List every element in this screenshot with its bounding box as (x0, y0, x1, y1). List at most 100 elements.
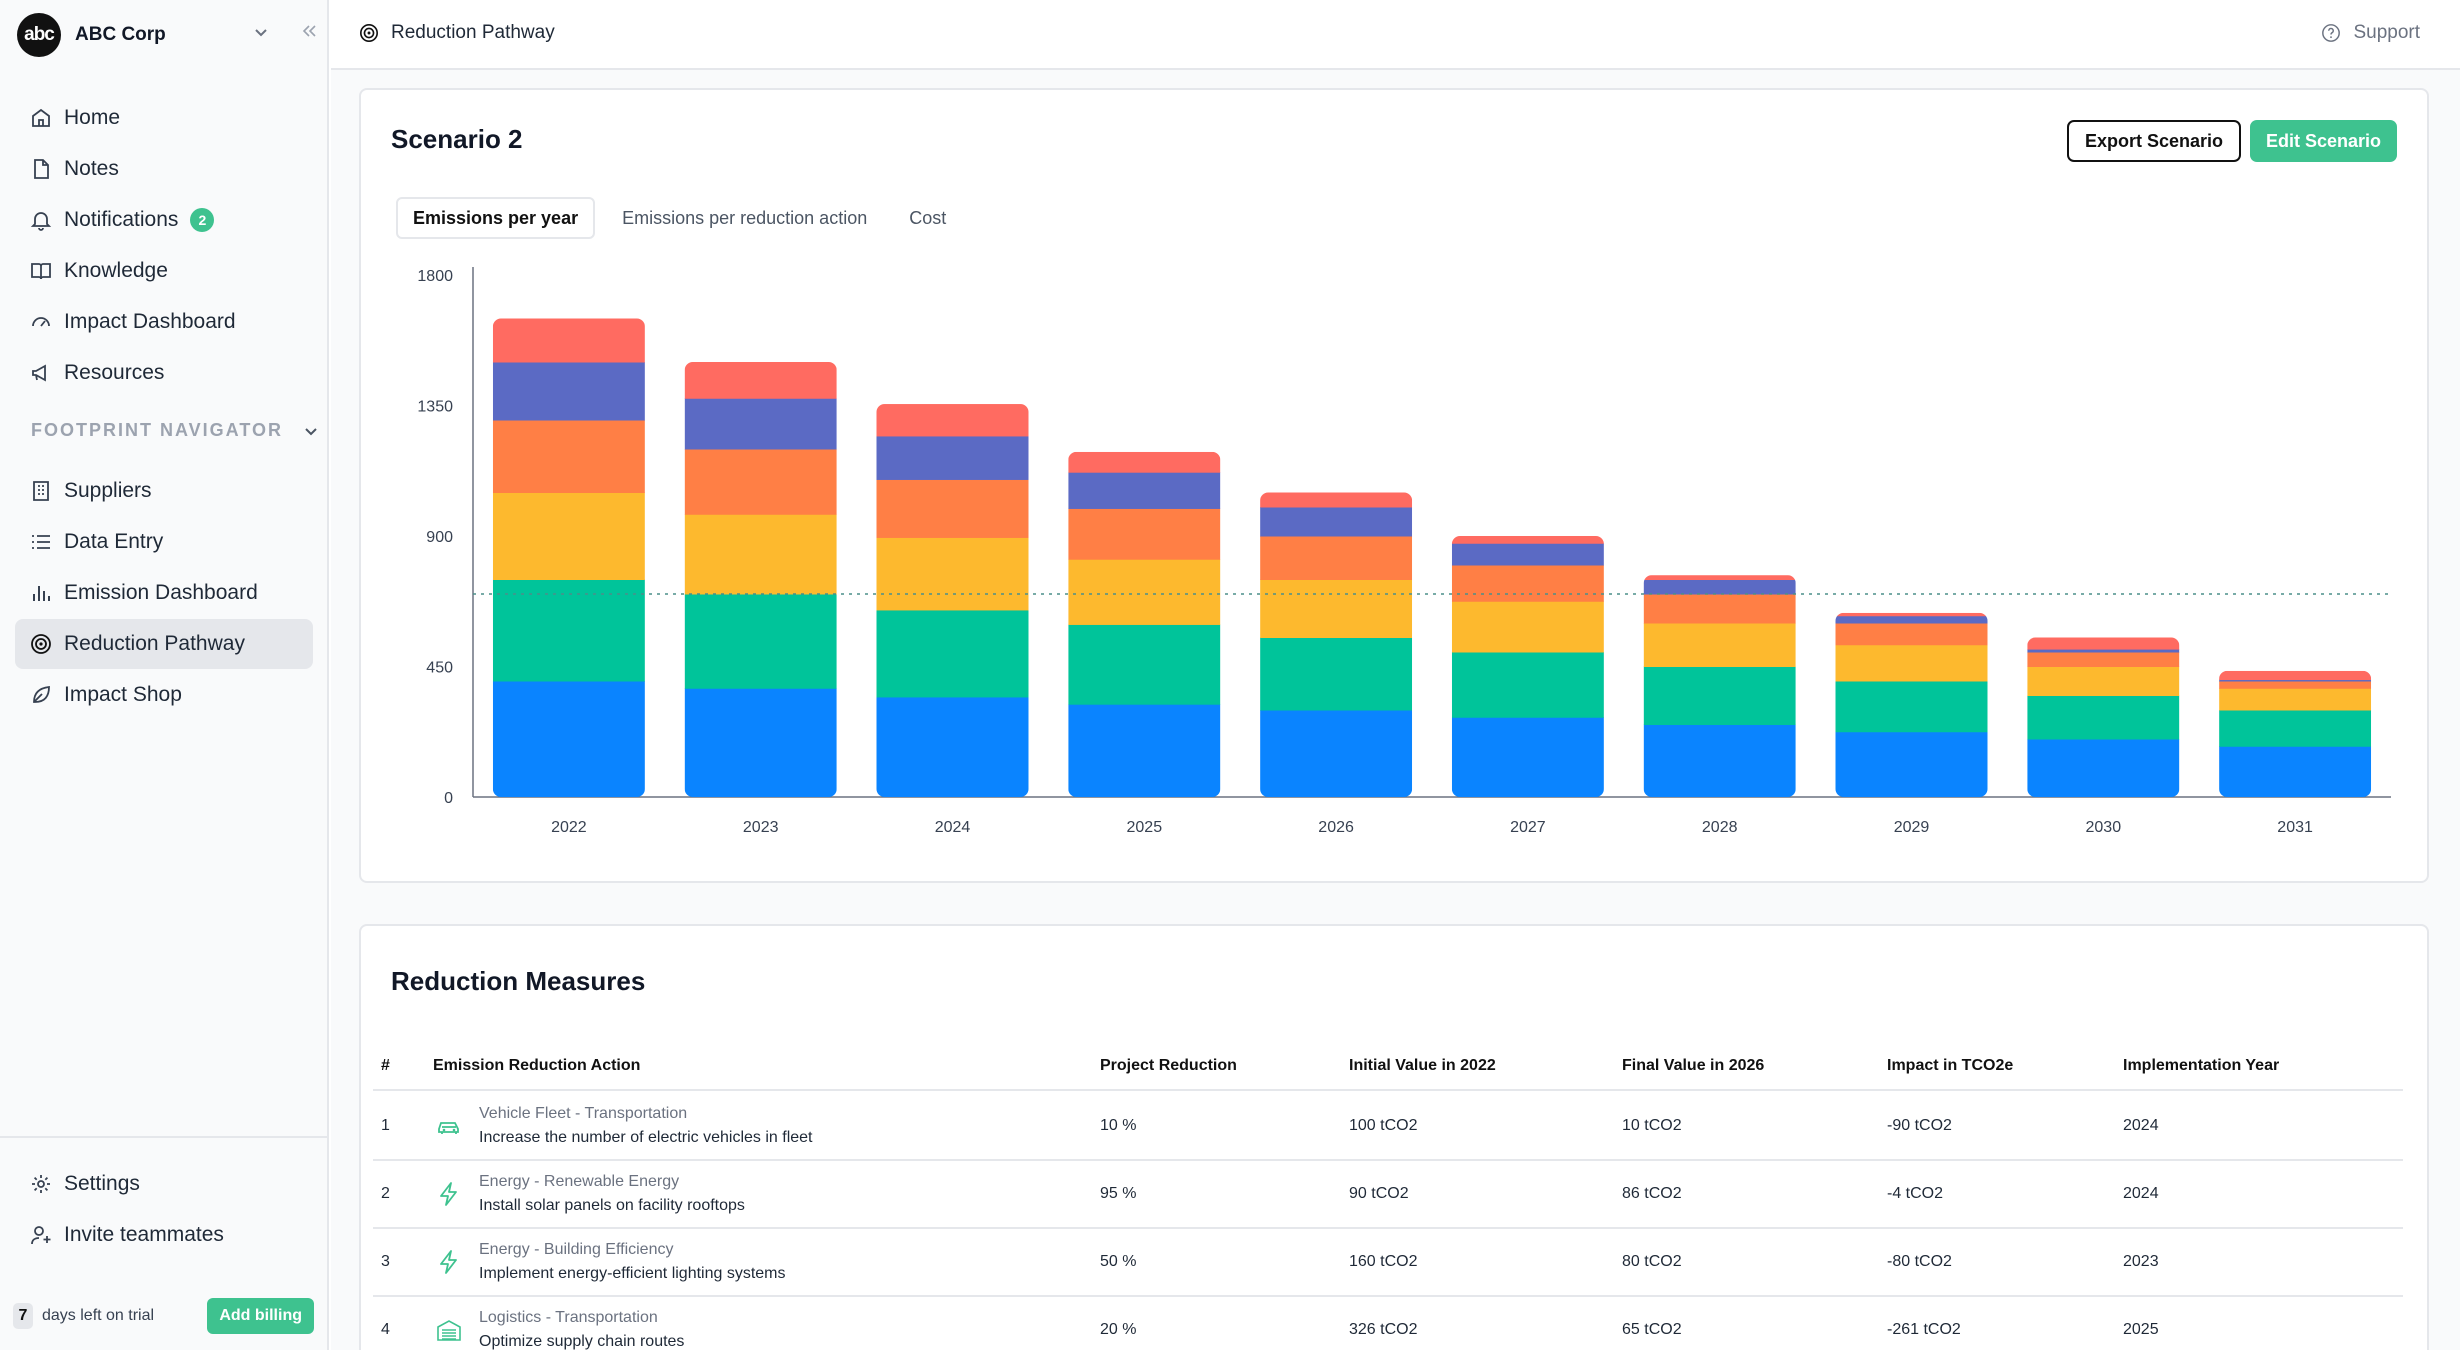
bar-segment[interactable] (1643, 623, 1796, 667)
bar-segment[interactable] (1451, 717, 1604, 797)
bar-segment[interactable] (1451, 601, 1604, 653)
row-number: 4 (381, 1321, 390, 1338)
bar-segment[interactable] (684, 398, 837, 450)
tab-cost[interactable]: Cost (909, 207, 947, 228)
bar-segment[interactable] (2027, 649, 2180, 653)
nav-impact-shop[interactable]: Impact Shop (15, 670, 313, 720)
bar-segment[interactable] (1260, 507, 1413, 537)
nav-reduction-pathway[interactable]: Reduction Pathway (15, 619, 313, 669)
bar-segment[interactable] (876, 696, 1029, 798)
bar-segment[interactable] (684, 362, 837, 399)
bar-segment[interactable] (2027, 652, 2180, 667)
support-link[interactable]: Support (2321, 22, 2420, 44)
bar-segment[interactable] (2027, 666, 2180, 697)
bar-segment[interactable] (1835, 644, 1988, 682)
add-billing-button[interactable]: Add billing (207, 1298, 314, 1334)
bar-segment[interactable] (684, 449, 837, 515)
bar-segment[interactable] (1835, 681, 1988, 733)
bar-segment[interactable] (492, 362, 645, 421)
tab-emissions-per-reduction-action[interactable]: Emissions per reduction action (622, 207, 868, 228)
bar-stack[interactable] (1260, 492, 1413, 798)
bar-stack[interactable] (1643, 575, 1796, 798)
bar-segment[interactable] (2027, 637, 2180, 650)
nav-knowledge[interactable]: Knowledge (15, 246, 313, 296)
bar-segment[interactable] (684, 688, 837, 797)
bar-segment[interactable] (1451, 536, 1604, 544)
bar-segment[interactable] (1451, 543, 1604, 566)
footprint-navigator-section[interactable]: FOOTPRINT NAVIGATOR (31, 420, 319, 441)
bar-segment[interactable] (492, 579, 645, 682)
bar-segment[interactable] (876, 404, 1029, 437)
nav-settings[interactable]: Settings (15, 1159, 313, 1209)
bar-segment[interactable] (1835, 623, 1988, 646)
export-scenario-button[interactable]: Export Scenario (2066, 120, 2241, 162)
bar-segment[interactable] (2219, 688, 2372, 711)
bar-stack[interactable] (684, 362, 837, 798)
bar-segment[interactable] (2219, 710, 2372, 747)
bar-segment[interactable] (492, 681, 645, 798)
bar-segment[interactable] (684, 594, 837, 689)
bar-segment[interactable] (876, 479, 1029, 538)
table-row[interactable]: 4 Logistics - Transportation Optimize supp… (373, 1297, 2403, 1350)
nav-impact-dashboard[interactable]: Impact Dashboard (15, 297, 313, 347)
table-row[interactable]: 3 Energy - Building Efficiency Implement e… (373, 1229, 2403, 1297)
nav-suppliers[interactable]: Suppliers (15, 466, 313, 516)
table-row[interactable]: 2 Energy - Renewable Energy Install solar … (373, 1161, 2403, 1229)
bar-stack[interactable] (1835, 612, 1988, 798)
bar-segment[interactable] (1260, 536, 1413, 580)
bar-segment[interactable] (1068, 472, 1221, 509)
bar-segment[interactable] (1068, 451, 1221, 473)
bar-segment[interactable] (1643, 594, 1796, 624)
bar-segment[interactable] (2219, 679, 2372, 682)
tab-emissions-per-year[interactable]: Emissions per year (396, 197, 596, 239)
bar-segment[interactable] (1451, 565, 1604, 602)
bar-segment[interactable] (1260, 579, 1413, 639)
table-row[interactable]: 1 Vehicle Fleet - Transportation Increase … (373, 1093, 2403, 1161)
bar-segment[interactable] (2027, 739, 2180, 798)
bar-segment[interactable] (1068, 508, 1221, 560)
nav-invite-teammates[interactable]: Invite teammates (15, 1210, 313, 1260)
bar-segment[interactable] (1643, 724, 1796, 798)
bar-segment[interactable] (1451, 652, 1604, 718)
bar-segment[interactable] (1835, 612, 1988, 617)
nav-notifications[interactable]: Notifications 2 (15, 195, 313, 245)
bar-segment[interactable] (1068, 704, 1221, 797)
bar-segment[interactable] (684, 514, 837, 595)
bar-segment[interactable] (1068, 624, 1221, 705)
nav-emission-dashboard[interactable]: Emission Dashboard (15, 568, 313, 618)
bar-stack[interactable] (2027, 637, 2180, 798)
bar-segment[interactable] (876, 537, 1029, 611)
bar-stack[interactable] (2219, 670, 2372, 798)
bar-segment[interactable] (1068, 559, 1221, 625)
nav-resources[interactable]: Resources (15, 348, 313, 398)
bar-segment[interactable] (492, 318, 645, 363)
bar-stack[interactable] (492, 318, 645, 798)
bar-segment[interactable] (492, 492, 645, 581)
bar-segment[interactable] (1835, 615, 1988, 624)
nav-notes[interactable]: Notes (15, 144, 313, 194)
bar-segment[interactable] (2219, 681, 2372, 689)
bar-segment[interactable] (1643, 575, 1796, 580)
bar-segment[interactable] (2027, 695, 2180, 740)
bar-segment[interactable] (1643, 666, 1796, 726)
nav-home[interactable]: Home (15, 93, 313, 143)
bar-segment[interactable] (1260, 492, 1413, 508)
bar-segment[interactable] (1643, 579, 1796, 595)
chevron-down-icon[interactable] (253, 24, 269, 40)
nav-data-entry[interactable]: Data Entry (15, 517, 313, 567)
bar-segment[interactable] (2219, 670, 2372, 681)
bar-stack[interactable] (1451, 536, 1604, 798)
bar-stack[interactable] (1068, 451, 1221, 798)
org-switcher[interactable]: abc ABC Corp (17, 13, 318, 57)
edit-scenario-button[interactable]: Edit Scenario (2249, 120, 2397, 162)
bar-segment[interactable] (1260, 637, 1413, 711)
collapse-sidebar-icon[interactable] (300, 22, 318, 40)
bar-segment[interactable] (2219, 746, 2372, 798)
bar-segment[interactable] (1260, 710, 1413, 798)
bar-segment[interactable] (492, 420, 645, 493)
bar-segment[interactable] (876, 609, 1029, 698)
support-label: Support (2353, 22, 2420, 43)
bar-segment[interactable] (876, 435, 1029, 480)
bar-stack[interactable] (876, 404, 1029, 798)
bar-segment[interactable] (1835, 731, 1988, 798)
